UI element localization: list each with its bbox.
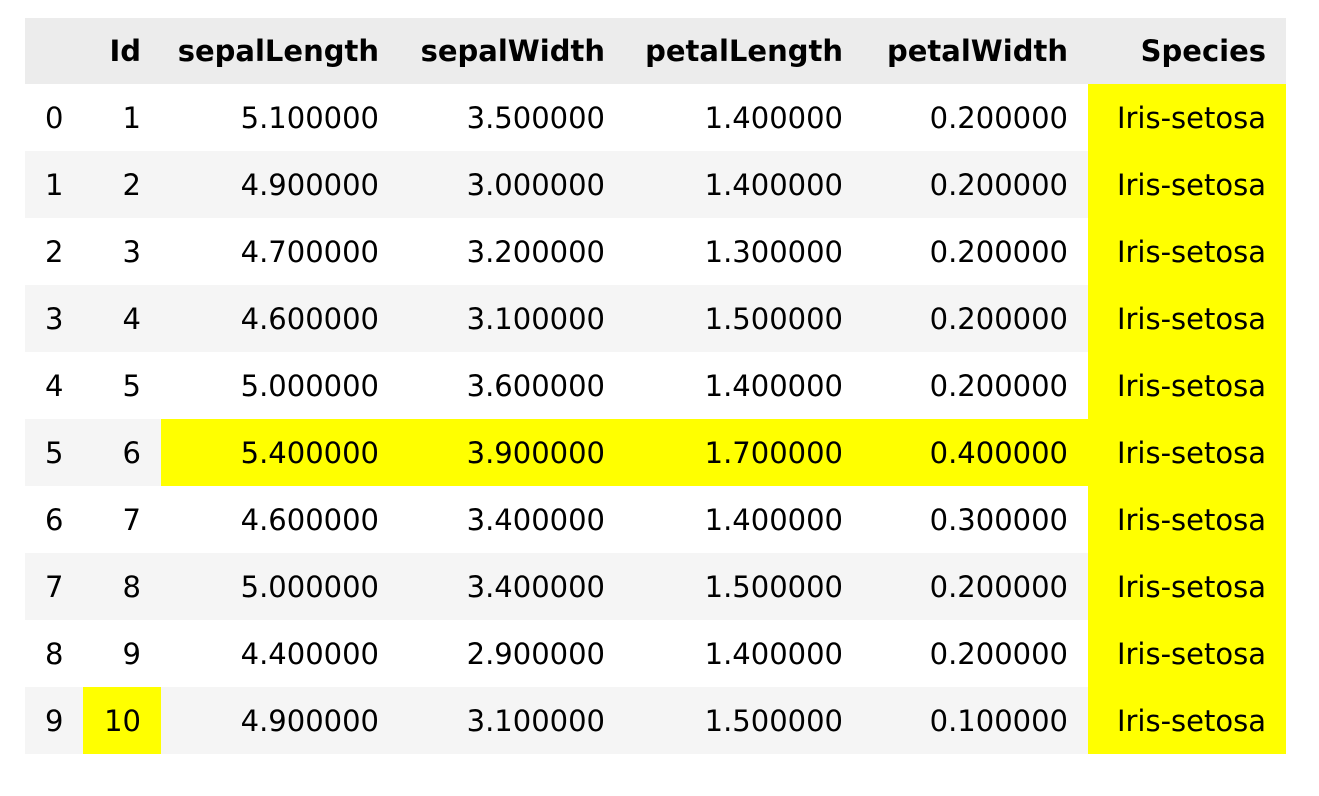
cell-sepal-width: 3.100000 xyxy=(466,703,605,738)
table-row: 9 10 4.900000 3.100000 1.500000 0.100000 Iris-… xyxy=(25,687,1286,754)
cell-id: 6 xyxy=(122,435,141,470)
cell-petal-width: 0.200000 xyxy=(929,569,1068,604)
dataframe-table-container: Id sepalLength sepalWidth petalLength pe… xyxy=(25,18,1286,754)
table-row: 3 4 4.600000 3.100000 1.500000 0.200000 Iris-s… xyxy=(25,285,1286,352)
row-index-cell: 8 xyxy=(45,636,64,671)
column-header-sepal-width: sepalWidth xyxy=(420,34,605,68)
styled-dataframe-table: Id sepalLength sepalWidth petalLength pe… xyxy=(25,18,1286,754)
cell-sepal-length: 5.000000 xyxy=(240,368,379,403)
table-body: 0 1 5.100000 3.500000 1.400000 0.200000 Iris-s… xyxy=(25,84,1286,754)
cell-id: 7 xyxy=(122,502,141,537)
cell-sepal-length: 5.400000 xyxy=(161,419,399,486)
cell-petal-length: 1.400000 xyxy=(704,368,843,403)
cell-species: Iris-setosa xyxy=(1088,687,1286,754)
cell-species: Iris-setosa xyxy=(1088,553,1286,620)
table-row: 0 1 5.100000 3.500000 1.400000 0.200000 Iris-s… xyxy=(25,84,1286,151)
cell-species: Iris-setosa xyxy=(1088,218,1286,285)
cell-petal-width: 0.200000 xyxy=(929,100,1068,135)
cell-petal-length: 1.500000 xyxy=(704,569,843,604)
column-header-petal-width: petalWidth xyxy=(887,34,1068,68)
cell-petal-width: 0.400000 xyxy=(863,419,1088,486)
row-index-cell: 9 xyxy=(45,703,64,738)
column-header-petal-length: petalLength xyxy=(645,34,843,68)
cell-species: Iris-setosa xyxy=(1088,352,1286,419)
cell-petal-width: 0.200000 xyxy=(929,234,1068,269)
row-index-cell: 6 xyxy=(45,502,64,537)
cell-petal-width: 0.200000 xyxy=(929,301,1068,336)
cell-petal-length: 1.300000 xyxy=(704,234,843,269)
row-index-cell: 2 xyxy=(45,234,64,269)
cell-petal-length: 1.400000 xyxy=(704,167,843,202)
cell-species: Iris-setosa xyxy=(1088,620,1286,687)
cell-petal-width: 0.300000 xyxy=(929,502,1068,537)
column-header-id: Id xyxy=(109,34,141,68)
row-index-cell: 3 xyxy=(45,301,64,336)
cell-id: 3 xyxy=(122,234,141,269)
row-index-cell: 0 xyxy=(45,100,64,135)
cell-sepal-length: 4.400000 xyxy=(240,636,379,671)
cell-sepal-width: 3.200000 xyxy=(466,234,605,269)
cell-sepal-width: 3.400000 xyxy=(466,569,605,604)
row-index-cell: 5 xyxy=(45,435,64,470)
cell-petal-length: 1.400000 xyxy=(704,636,843,671)
cell-petal-width: 0.200000 xyxy=(929,368,1068,403)
cell-petal-length: 1.500000 xyxy=(704,301,843,336)
cell-petal-length: 1.700000 xyxy=(625,419,863,486)
table-row: 2 3 4.700000 3.200000 1.300000 0.200000 Iris-s… xyxy=(25,218,1286,285)
cell-sepal-width: 2.900000 xyxy=(466,636,605,671)
table-row: 6 7 4.600000 3.400000 1.400000 0.300000 Iris-s… xyxy=(25,486,1286,553)
table-row: 5 6 5.400000 3.900000 1.700000 0.400000 Iris-s… xyxy=(25,419,1286,486)
cell-species: Iris-setosa xyxy=(1088,419,1286,486)
cell-species: Iris-setosa xyxy=(1088,84,1286,151)
cell-petal-width: 0.200000 xyxy=(929,167,1068,202)
cell-species: Iris-setosa xyxy=(1088,486,1286,553)
table-row: 1 2 4.900000 3.000000 1.400000 0.200000 Iris-s… xyxy=(25,151,1286,218)
cell-petal-length: 1.400000 xyxy=(704,100,843,135)
cell-sepal-width: 3.000000 xyxy=(466,167,605,202)
index-column-header xyxy=(25,18,83,84)
table-row: 4 5 5.000000 3.600000 1.400000 0.200000 Iris-s… xyxy=(25,352,1286,419)
cell-sepal-length: 4.900000 xyxy=(240,703,379,738)
cell-id: 4 xyxy=(122,301,141,336)
table-header: Id sepalLength sepalWidth petalLength pe… xyxy=(25,18,1286,84)
table-row: 8 9 4.400000 2.900000 1.400000 0.200000 Iris-s… xyxy=(25,620,1286,687)
cell-sepal-length: 4.600000 xyxy=(240,301,379,336)
cell-id: 8 xyxy=(122,569,141,604)
cell-sepal-width: 3.600000 xyxy=(466,368,605,403)
column-header-sepal-length: sepalLength xyxy=(177,34,379,68)
column-header-species: Species xyxy=(1140,34,1266,68)
cell-id: 2 xyxy=(122,167,141,202)
row-index-cell: 7 xyxy=(45,569,64,604)
cell-sepal-width: 3.100000 xyxy=(466,301,605,336)
cell-sepal-width: 3.500000 xyxy=(466,100,605,135)
header-row: Id sepalLength sepalWidth petalLength pe… xyxy=(25,18,1286,84)
cell-sepal-length: 4.900000 xyxy=(240,167,379,202)
cell-sepal-length: 5.100000 xyxy=(240,100,379,135)
table-row: 7 8 5.000000 3.400000 1.500000 0.200000 Iris-s… xyxy=(25,553,1286,620)
cell-species: Iris-setosa xyxy=(1088,151,1286,218)
cell-sepal-width: 3.400000 xyxy=(466,502,605,537)
cell-sepal-width: 3.900000 xyxy=(399,419,625,486)
cell-petal-width: 0.100000 xyxy=(929,703,1068,738)
cell-id: 5 xyxy=(122,368,141,403)
cell-petal-length: 1.400000 xyxy=(704,502,843,537)
cell-id: 9 xyxy=(122,636,141,671)
cell-petal-length: 1.500000 xyxy=(704,703,843,738)
cell-sepal-length: 5.000000 xyxy=(240,569,379,604)
cell-id: 10 xyxy=(83,687,161,754)
cell-species: Iris-setosa xyxy=(1088,285,1286,352)
row-index-cell: 4 xyxy=(45,368,64,403)
cell-sepal-length: 4.700000 xyxy=(240,234,379,269)
cell-petal-width: 0.200000 xyxy=(929,636,1068,671)
row-index-cell: 1 xyxy=(45,167,64,202)
cell-sepal-length: 4.600000 xyxy=(240,502,379,537)
cell-id: 1 xyxy=(122,100,141,135)
